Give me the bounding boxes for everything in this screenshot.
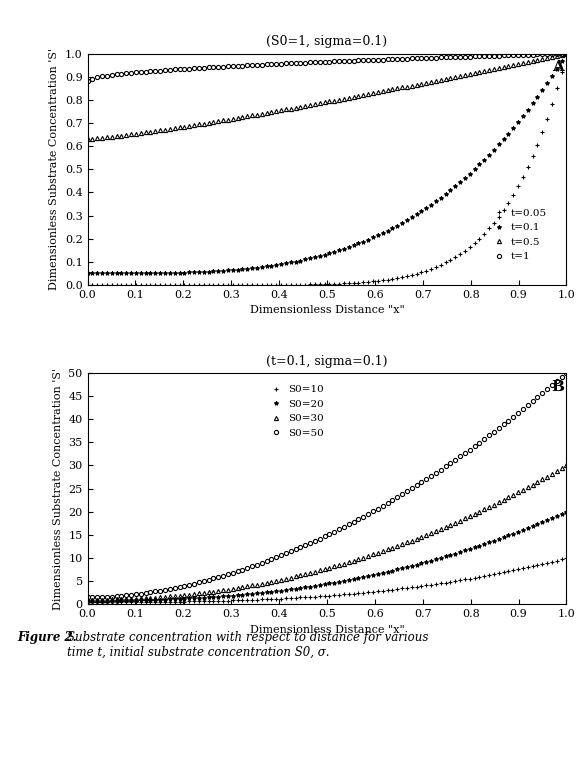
S0=50	[331, 527, 338, 536]
S0=30	[563, 461, 570, 470]
Line: t=0.05: t=0.05	[85, 51, 569, 287]
t=0.1	[176, 269, 183, 278]
Line: t=1: t=1	[85, 51, 569, 83]
Legend: S0=10, S0=20, S0=30, S0=50: S0=10, S0=20, S0=30, S0=50	[270, 385, 324, 438]
t=1	[331, 57, 338, 66]
S0=10	[539, 559, 546, 568]
S0=30	[331, 562, 338, 571]
t=0.5	[563, 49, 570, 58]
Line: t=0.5: t=0.5	[85, 51, 569, 142]
t=0.1	[196, 268, 203, 277]
t=0.05	[196, 281, 203, 290]
Line: S0=20: S0=20	[85, 509, 569, 603]
t=0.1	[370, 233, 377, 242]
S0=10	[370, 587, 377, 596]
X-axis label: Dimensionless Distance "x": Dimensionless Distance "x"	[250, 305, 404, 315]
S0=50	[176, 582, 183, 591]
t=0.05	[176, 281, 183, 290]
t=0.05	[524, 162, 531, 171]
S0=20	[370, 571, 377, 580]
S0=20	[176, 594, 183, 604]
t=0.5	[196, 120, 203, 129]
Line: S0=30: S0=30	[85, 464, 569, 602]
t=0.5	[84, 135, 91, 144]
t=0.05	[84, 281, 91, 290]
t=1	[524, 50, 531, 59]
S0=50	[563, 368, 570, 377]
Title: (S0=1, sigma=0.1): (S0=1, sigma=0.1)	[266, 35, 388, 48]
Title: (t=0.1, sigma=0.1): (t=0.1, sigma=0.1)	[266, 355, 388, 368]
t=1	[84, 76, 91, 86]
S0=30	[84, 595, 91, 604]
S0=20	[331, 578, 338, 588]
S0=10	[176, 597, 183, 606]
S0=30	[539, 475, 546, 484]
t=0.1	[331, 247, 338, 256]
S0=50	[524, 401, 531, 410]
Y-axis label: Dimensionless Substrate Concentration 'S': Dimensionless Substrate Concentration 'S…	[53, 367, 63, 610]
t=0.1	[563, 49, 570, 58]
Line: S0=10: S0=10	[85, 556, 569, 604]
Legend: t=0.05, t=0.1, t=0.5, t=1: t=0.05, t=0.1, t=0.5, t=1	[493, 209, 547, 262]
t=0.5	[370, 89, 377, 98]
t=0.05	[563, 49, 570, 58]
S0=30	[370, 550, 377, 559]
S0=10	[524, 563, 531, 572]
S0=30	[176, 591, 183, 600]
t=0.1	[84, 269, 91, 278]
Text: A: A	[552, 60, 564, 74]
t=0.05	[539, 128, 546, 137]
S0=20	[84, 596, 91, 605]
t=1	[196, 63, 203, 73]
S0=10	[84, 597, 91, 607]
Line: t=0.1: t=0.1	[85, 51, 569, 275]
t=0.1	[524, 105, 531, 114]
t=1	[539, 50, 546, 59]
Line: S0=50: S0=50	[85, 371, 569, 600]
t=0.5	[524, 57, 531, 67]
t=0.5	[539, 54, 546, 63]
S0=20	[196, 594, 203, 603]
t=0.5	[176, 122, 183, 132]
S0=20	[539, 518, 546, 527]
t=1	[563, 49, 570, 58]
S0=50	[84, 593, 91, 602]
t=0.5	[331, 96, 338, 105]
Text: Figure 2.: Figure 2.	[18, 631, 77, 644]
S0=20	[524, 523, 531, 532]
Text: B: B	[551, 380, 564, 394]
S0=30	[196, 589, 203, 598]
S0=50	[196, 578, 203, 587]
S0=10	[196, 597, 203, 606]
t=0.05	[370, 277, 377, 286]
t=1	[176, 64, 183, 73]
S0=10	[331, 591, 338, 600]
S0=10	[563, 553, 570, 562]
Text: Substrate concentration with respect to distance for various
time t, initial sub: Substrate concentration with respect to …	[67, 631, 429, 659]
X-axis label: Dimensionless Distance "x": Dimensionless Distance "x"	[250, 625, 404, 635]
S0=50	[539, 389, 546, 398]
t=0.05	[331, 279, 338, 288]
S0=50	[370, 506, 377, 516]
S0=20	[563, 507, 570, 516]
t=0.1	[539, 86, 546, 95]
Y-axis label: Dimensionless Substrate Concentration 'S': Dimensionless Substrate Concentration 'S…	[50, 48, 60, 291]
t=1	[370, 55, 377, 64]
S0=30	[524, 483, 531, 492]
